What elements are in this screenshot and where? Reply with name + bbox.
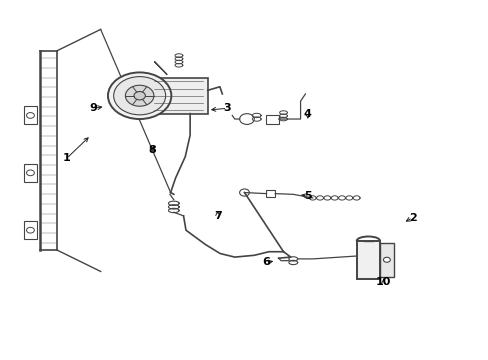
- Circle shape: [113, 77, 165, 115]
- Text: 2: 2: [408, 213, 416, 222]
- Text: 9: 9: [89, 103, 97, 113]
- Text: 3: 3: [223, 103, 231, 113]
- Bar: [379, 243, 393, 277]
- Circle shape: [383, 257, 389, 262]
- Circle shape: [125, 85, 154, 106]
- Circle shape: [108, 72, 171, 119]
- Circle shape: [26, 113, 34, 118]
- Text: 5: 5: [304, 191, 311, 201]
- Text: 4: 4: [304, 109, 311, 119]
- Circle shape: [239, 114, 254, 125]
- Bar: [266, 116, 278, 125]
- Text: 1: 1: [62, 153, 70, 163]
- Circle shape: [239, 189, 249, 196]
- Bar: [23, 107, 37, 125]
- Circle shape: [26, 170, 34, 176]
- Text: 8: 8: [148, 144, 155, 154]
- Text: 10: 10: [375, 277, 390, 287]
- Text: 7: 7: [213, 211, 221, 221]
- Bar: [23, 164, 37, 182]
- Bar: [266, 190, 275, 197]
- Circle shape: [134, 91, 145, 100]
- Bar: [356, 241, 379, 279]
- Bar: [23, 221, 37, 239]
- Circle shape: [26, 227, 34, 233]
- Bar: [149, 78, 207, 114]
- Text: 6: 6: [262, 257, 270, 267]
